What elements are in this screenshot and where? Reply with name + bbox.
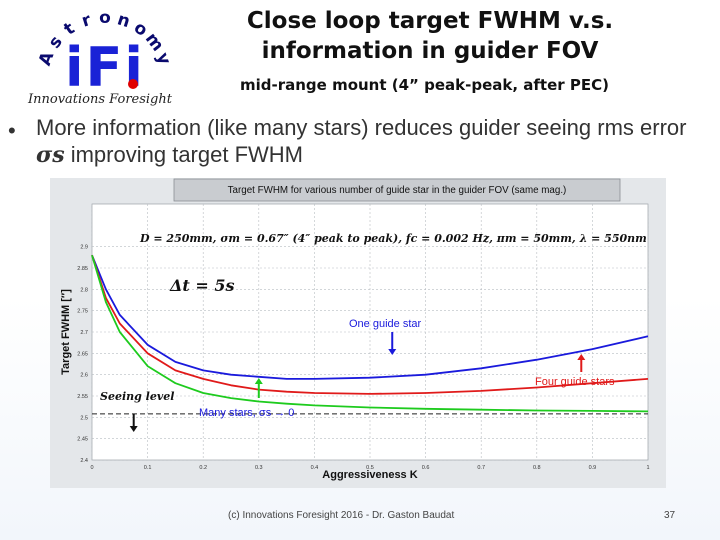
four-guide-stars-label: Four guide stars: [535, 376, 615, 388]
x-tick-label: 0.7: [477, 465, 485, 471]
y-tick-label: 2.45: [77, 437, 88, 443]
ifi-logo-mark: iFi: [65, 36, 145, 99]
params-text: D = 250mm, σm = 0.67″ (4″ peak to peak),…: [139, 232, 647, 245]
x-tick-label: 0.9: [589, 465, 597, 471]
y-tick-label: 2.4: [80, 458, 88, 464]
logo-letter: o: [99, 8, 111, 28]
arrow-head: [388, 349, 397, 355]
y-tick-label: 2.75: [77, 309, 88, 315]
x-tick-label: 0.4: [311, 465, 319, 471]
bullet-text-part-2: improving target FWHM: [64, 142, 303, 167]
y-tick-label: 2.5: [80, 415, 88, 421]
logo-letter: n: [115, 10, 133, 33]
series-line: [91, 254, 649, 380]
logo-red-dot: [128, 79, 138, 89]
y-axis-label: Target FWHM [″]: [60, 289, 72, 375]
arrow-head: [577, 354, 586, 360]
slide-title-line-2: information in guider FOV: [261, 38, 599, 64]
y-tick-labels: 2.4 2.45 2.5 2.55 2.6 2.65 2.7 2.75 2.8 2.85 2.9: [77, 245, 88, 464]
y-tick-label: 2.65: [77, 351, 88, 357]
y-tick-label: 2.55: [77, 394, 88, 400]
logo-letter: s: [45, 32, 67, 52]
logo-letter: A: [35, 48, 59, 68]
x-tick-label: 0.1: [144, 465, 152, 471]
bullet-text-part-1: More information (like many stars) reduc…: [36, 115, 687, 140]
series-line: [91, 254, 649, 413]
x-tick-label: 0: [90, 465, 93, 471]
arrow-head: [129, 426, 138, 432]
x-tick-label: 0.3: [255, 465, 263, 471]
x-tick-labels: 0 0.1 0.2 0.3 0.4 0.5 0.6 0.7 0.8 0.9 1: [90, 465, 649, 471]
sigma-s-symbol: σs: [36, 142, 65, 168]
chart-title-box: [173, 178, 621, 202]
grid-lines: [91, 204, 649, 461]
slide-title-line-1: Close loop target FWHM v.s.: [246, 8, 614, 34]
x-tick-label: 0.5: [366, 465, 374, 471]
many-stars-label: Many stars, σs → 0: [199, 407, 294, 419]
logo-company-name: Innovations Foresight: [28, 92, 172, 107]
arrow-head: [254, 378, 263, 384]
footer-credit: (c) Innovations Foresight 2016 - Dr. Gas…: [228, 510, 455, 521]
slide-subtitle: mid-range mount (4” peak-peak, after PEC…: [240, 76, 610, 94]
slide-title: Close loop target FWHM v.s. information …: [215, 6, 645, 66]
dt-text: Δt = 5s: [169, 276, 235, 295]
bullet-text: More information (like many stars) reduc…: [36, 114, 706, 169]
seeing-level-label: Seeing level: [100, 390, 174, 403]
x-tick-label: 1: [646, 465, 649, 471]
series-line: [91, 254, 649, 395]
bullet-icon: •: [8, 118, 16, 143]
y-tick-label: 2.6: [80, 373, 88, 379]
x-axis-label: Aggressiveness K: [322, 469, 417, 481]
y-tick-label: 2.7: [80, 330, 88, 336]
series-lines: [91, 254, 649, 413]
fwhm-chart: Target FWHM for various number of guide …: [60, 178, 650, 481]
x-tick-label: 0.6: [422, 465, 430, 471]
page-number: 37: [664, 510, 676, 521]
x-tick-label: 0.8: [533, 465, 541, 471]
y-tick-label: 2.85: [77, 266, 88, 272]
y-tick-label: 2.9: [80, 245, 88, 251]
chart-title: Target FWHM for various number of guide …: [228, 185, 567, 196]
logo-letter: r: [79, 10, 94, 32]
annotation-arrows: [129, 332, 586, 432]
x-tick-label: 0.2: [199, 465, 207, 471]
y-tick-label: 2.8: [80, 287, 88, 293]
one-guide-star-label: One guide star: [349, 318, 421, 330]
logo-letter: y: [152, 50, 175, 67]
chart-container: Target FWHM for various number of guide …: [50, 178, 666, 488]
